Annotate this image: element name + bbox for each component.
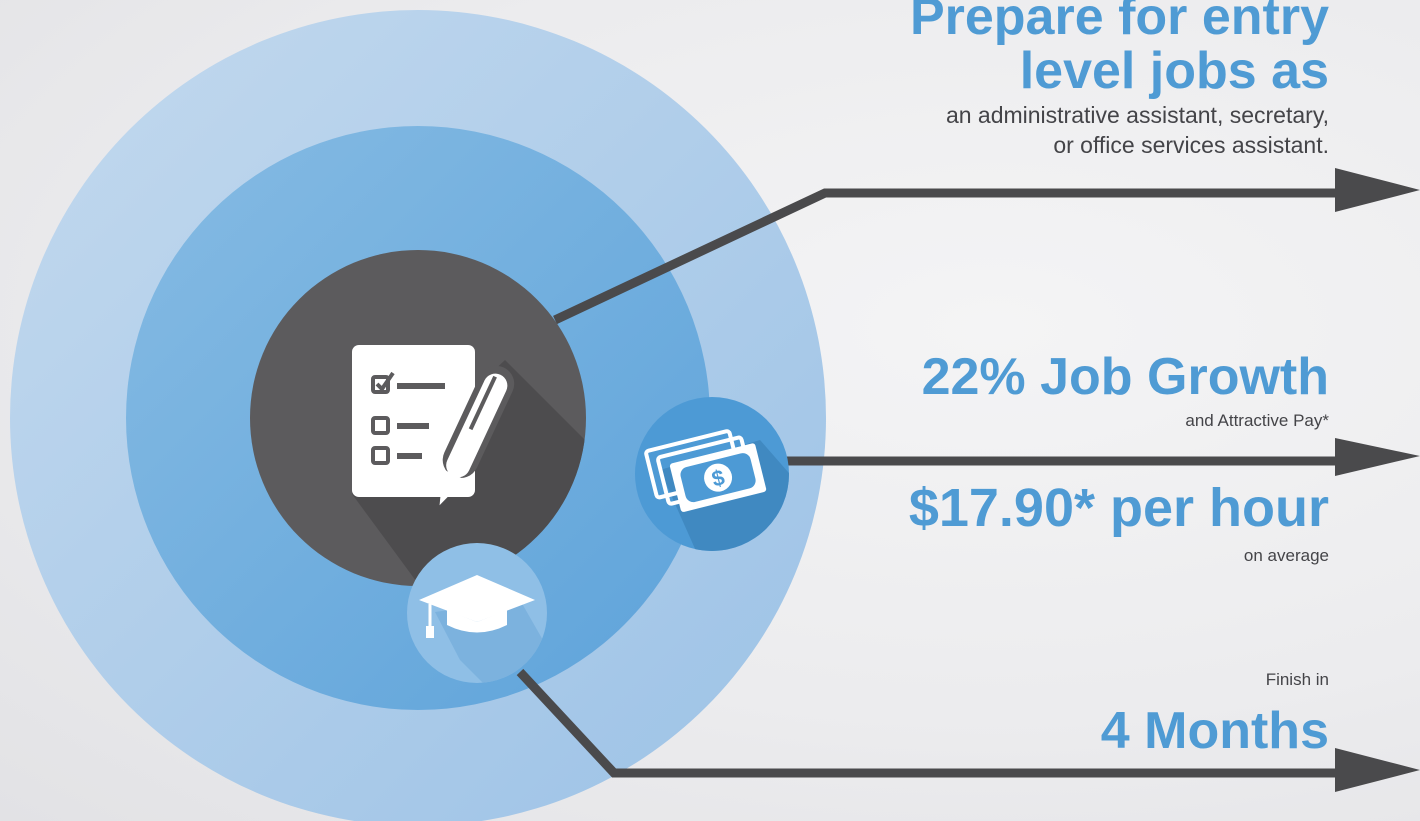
duration-section: Finish in 4 Months [1101, 670, 1329, 758]
entry-desc-line2: or office services assistant. [1053, 132, 1329, 158]
entry-jobs-section: Prepare for entry level jobs as an admin… [910, 0, 1329, 158]
money-badge: $ [635, 397, 789, 551]
pay-arrow [780, 438, 1420, 476]
duration-label: Finish in [1265, 670, 1329, 689]
dollar-symbol: $ [709, 465, 727, 492]
graduation-cap-icon [419, 575, 535, 638]
pay-subtitle: on average [1243, 546, 1329, 565]
cash-bills-icon: $ [644, 429, 767, 512]
pay-amount: $17.90* per hour [908, 478, 1329, 538]
entry-desc-line1: an administrative assistant, secretary, [945, 102, 1329, 128]
entry-title-line1: Prepare for entry [909, 0, 1329, 46]
duration-value: 4 Months [1100, 701, 1329, 760]
entry-title-line2: level jobs as [1019, 42, 1329, 100]
pay-section: $17.90* per hour on average [909, 478, 1329, 566]
growth-subtitle: and Attractive Pay* [1185, 411, 1329, 430]
job-growth-section: 22% Job Growth and Attractive Pay* [922, 347, 1329, 431]
growth-title: 22% Job Growth [921, 348, 1329, 406]
entry-arrow [553, 168, 1420, 325]
checklist-pen-icon [352, 345, 515, 506]
duration-arrow [516, 668, 1420, 792]
